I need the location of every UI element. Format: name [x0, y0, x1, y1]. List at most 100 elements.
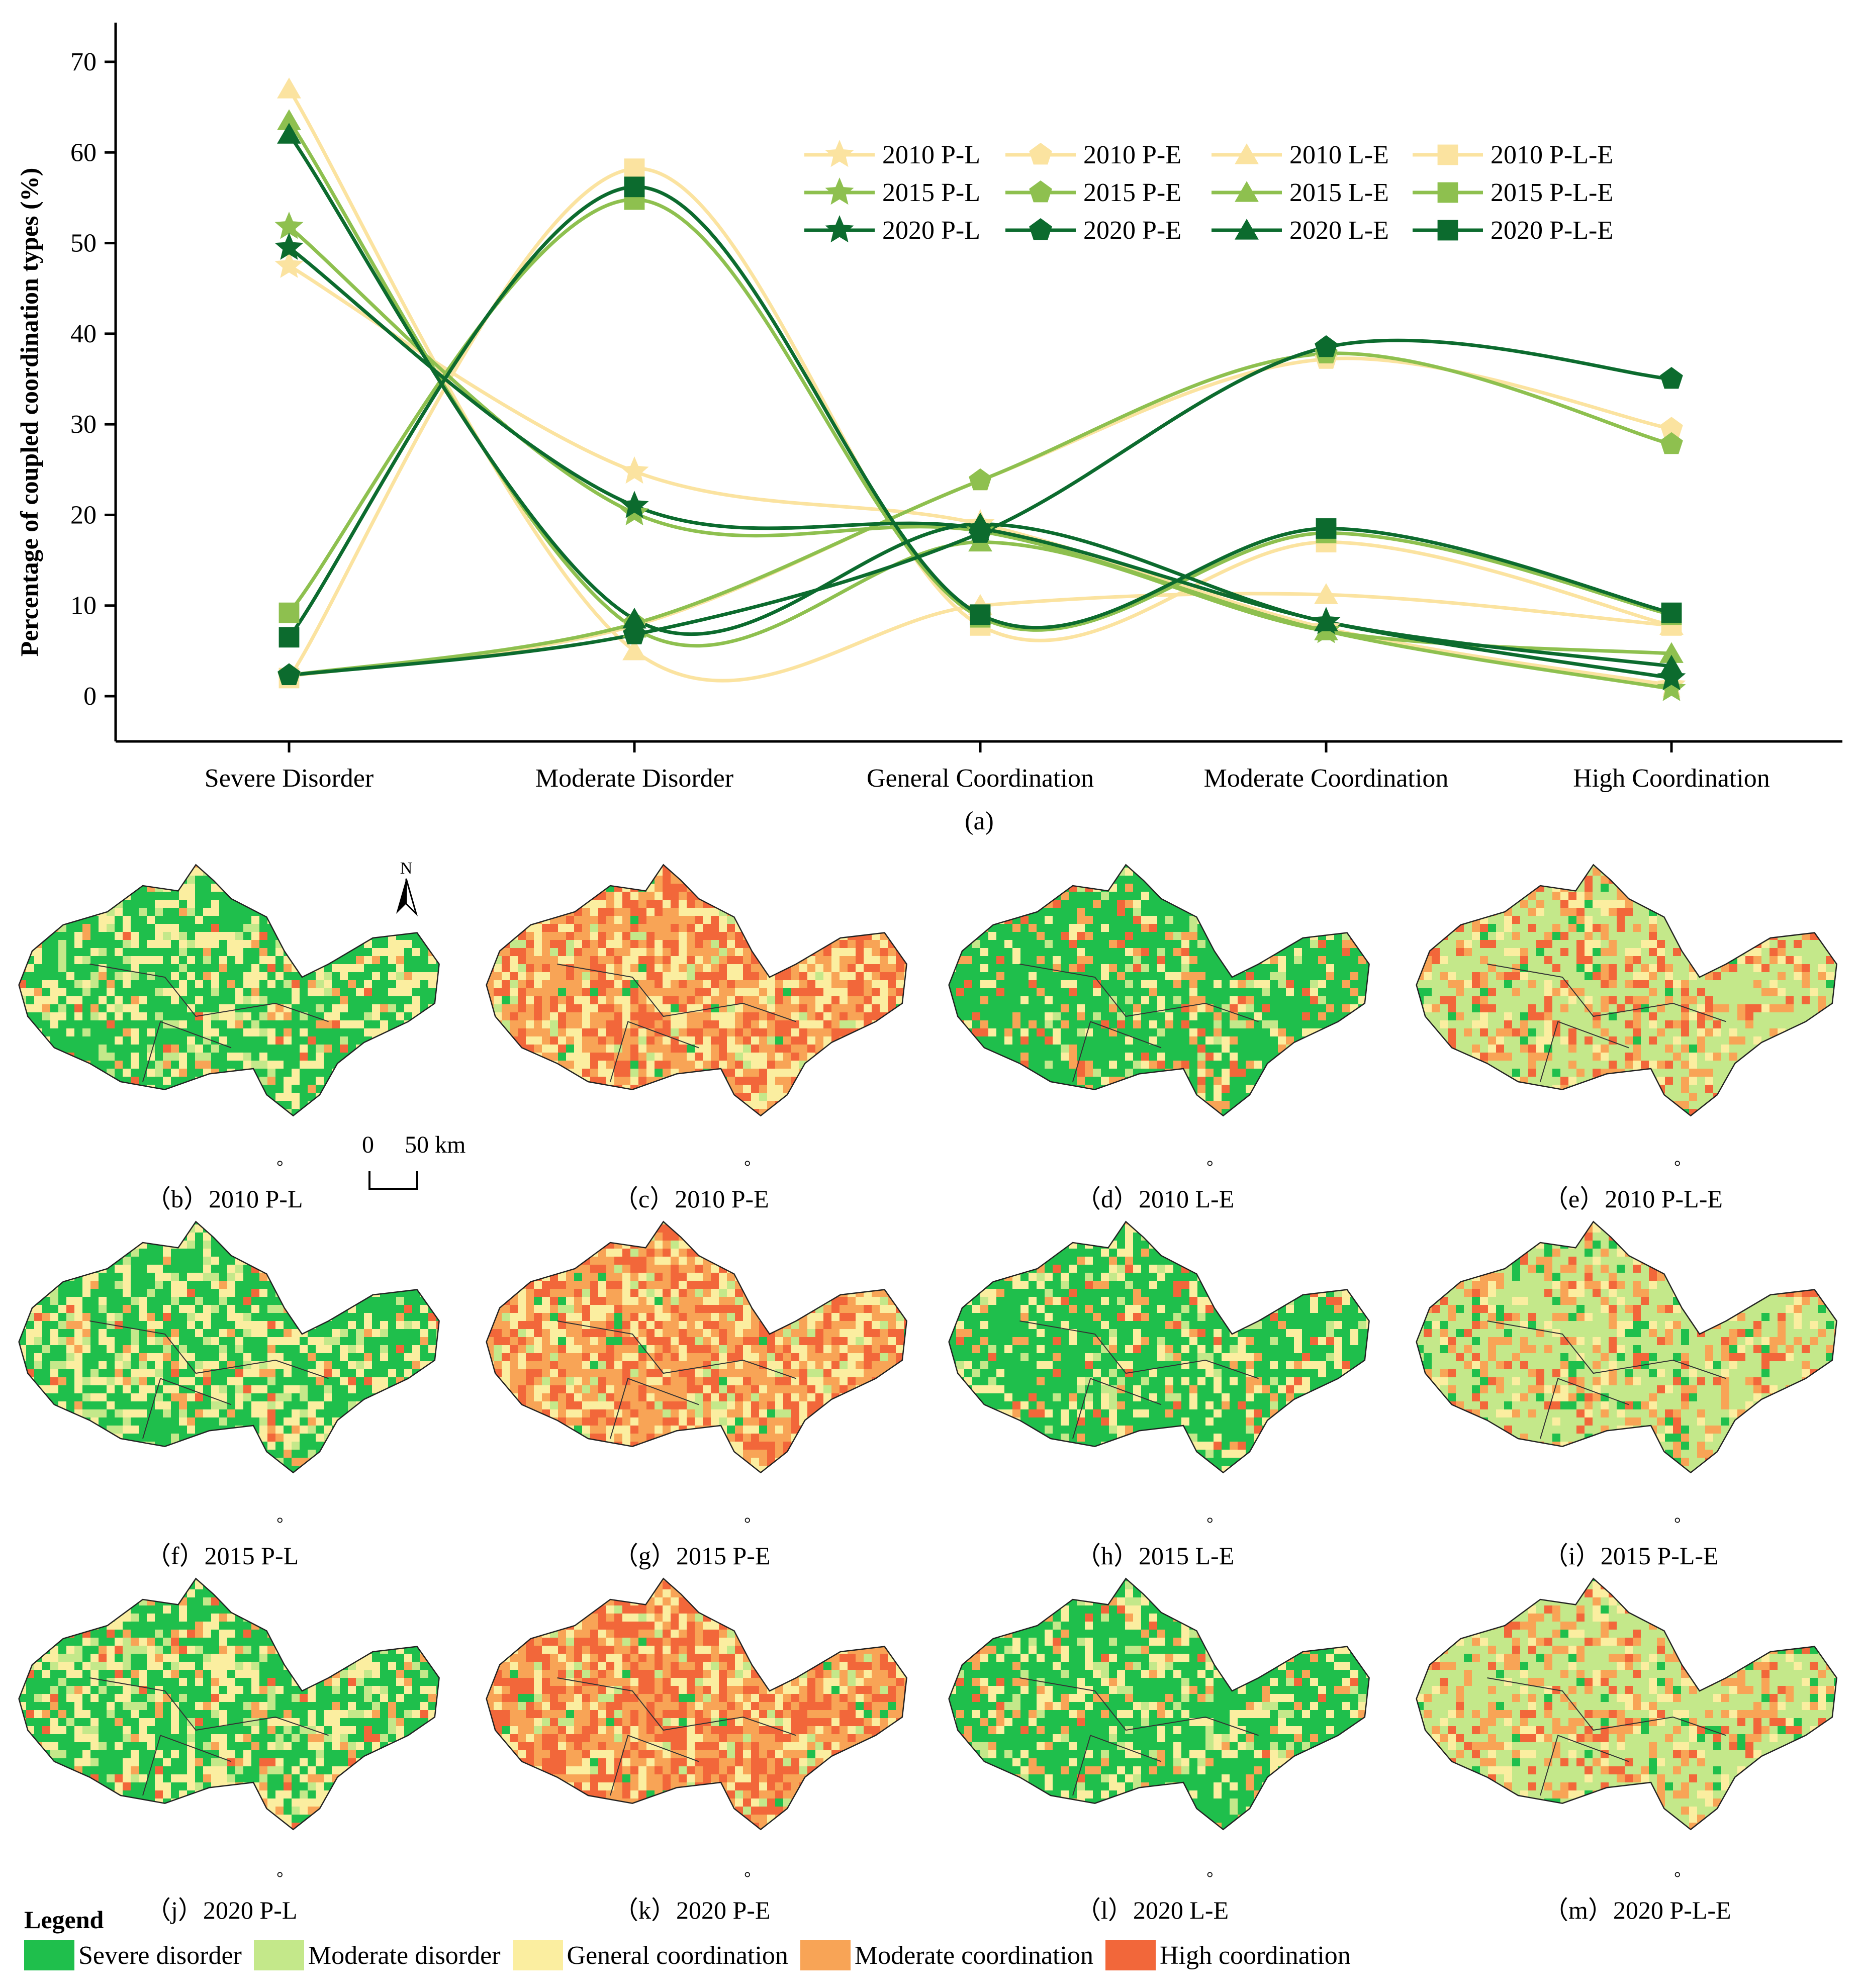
map-caption-dot: °: [1206, 1158, 1214, 1177]
map-outline: [486, 1220, 907, 1474]
y-tick-label: 50: [70, 229, 97, 258]
map-boundary: [557, 1677, 796, 1736]
map-boundary: [142, 1378, 232, 1439]
series-line-2015-l-e: [288, 120, 1672, 655]
y-tick-label: 10: [70, 592, 97, 620]
map-caption-9: （j）2020 P-L: [146, 1890, 297, 1926]
legend-item-severe-disorder: Severe disorder: [24, 1940, 242, 1970]
map-outline: [18, 864, 440, 1117]
legend-marker-2020-p-l: [825, 215, 854, 243]
point-2020-l-e-4: [1659, 654, 1684, 676]
legend-marker-2020-l-e: [1235, 219, 1259, 240]
map-caption-4: （e）2010 P-L-E: [1543, 1179, 1723, 1215]
series-line-2015-p-l: [288, 225, 1672, 691]
y-tick-label: 30: [70, 410, 97, 439]
point-2020-p-l-4: [1657, 662, 1686, 691]
legend-label-2020-l-e: 2020 L-E: [1289, 216, 1389, 245]
point-2020-l-e-1: [622, 608, 646, 629]
y-axis-label: Percentage of coupled coordination types…: [15, 168, 43, 657]
map-boundary: [142, 1735, 232, 1796]
point-2010-l-e-3: [1314, 583, 1338, 604]
map-panel-10: [486, 1577, 907, 1831]
point-2020-p-l-e-0: [278, 627, 300, 648]
map-outline: [1416, 1577, 1837, 1831]
point-2020-p-e-3: [1315, 335, 1338, 357]
map-panel-9: [18, 1577, 440, 1831]
map-caption-dot: °: [276, 1514, 284, 1534]
legend-item-high-coordination: High coordination: [1105, 1940, 1351, 1970]
map-boundary: [1540, 1735, 1629, 1796]
legend-item-label: Moderate disorder: [308, 1941, 501, 1970]
point-2010-l-e-0: [277, 77, 301, 99]
point-2010-p-l-1: [620, 456, 649, 484]
line-chart: 0 10 20 30 40 50 60 70 Severe Disorder Moderate D…: [15, 23, 1842, 835]
map-caption-5: （f）2015 P-L: [146, 1536, 299, 1572]
map-caption-dot: °: [744, 1869, 751, 1888]
series-line-2010-l-e: [288, 88, 1672, 683]
legend-label-2010-p-l: 2010 P-L: [882, 141, 980, 169]
legend-title: Legend: [24, 1905, 104, 1934]
series-line-2015-p-l-e: [288, 198, 1672, 632]
panel-label-a: (a): [965, 807, 994, 835]
map-boundary: [1487, 1320, 1726, 1379]
map-boundary: [557, 964, 796, 1022]
point-2015-p-l-e-0: [278, 602, 300, 623]
legend-label-2015-l-e: 2015 L-E: [1289, 178, 1389, 207]
map-caption-dot: °: [276, 1158, 284, 1177]
map-outline: [1416, 1220, 1837, 1474]
legend-label-2010-p-l-e: 2010 P-L-E: [1491, 141, 1613, 169]
map-outline: [1416, 864, 1837, 1117]
map-panel-4: [1416, 864, 1837, 1117]
legend-marker-2020-p-e: [1029, 218, 1052, 240]
point-2020-l-e-2: [968, 512, 992, 534]
scale-zero: 0: [362, 1131, 374, 1159]
legend-item-label: Moderate coordination: [855, 1941, 1093, 1970]
legend-marker-2010-l-e: [1235, 143, 1259, 164]
map-caption-3: （d）2010 L-E: [1076, 1179, 1234, 1215]
legend-label-2015-p-l: 2015 P-L: [882, 178, 980, 207]
map-outline: [948, 1220, 1370, 1474]
legend-label-2015-p-e: 2015 P-E: [1083, 178, 1181, 207]
map-outline: [486, 1577, 907, 1831]
legend-item-label: High coordination: [1160, 1941, 1351, 1970]
point-2015-p-l-4: [1657, 674, 1686, 701]
chart-legend: 2010 P-L 2010 P-E 2010 L-E 2010 P-L-E 2015 P…: [804, 140, 1613, 245]
map-caption-12: （m）2020 P-L-E: [1543, 1890, 1731, 1926]
legend-label-2020-p-e: 2020 P-E: [1083, 216, 1181, 245]
point-2020-p-l-1: [620, 491, 649, 518]
map-outline: [18, 1577, 440, 1831]
map-boundary: [89, 1677, 329, 1736]
legend-marker-2015-l-e: [1235, 181, 1259, 202]
x-tick-label: Moderate Coordination: [1204, 764, 1449, 793]
map-caption-dot: °: [744, 1514, 751, 1534]
legend-marker-2015-p-l: [825, 177, 854, 205]
legend-swatch: [24, 1940, 74, 1970]
map-caption-11: （l）2020 L-E: [1076, 1890, 1229, 1926]
map-boundary: [1072, 1378, 1162, 1439]
legend-row: Severe disorder Moderate disorder General …: [24, 1940, 1363, 1970]
map-boundary: [1487, 1677, 1726, 1736]
map-panel-12: [1416, 1577, 1837, 1831]
map-boundary: [1540, 1021, 1629, 1082]
point-2020-l-e-0: [277, 123, 301, 144]
x-tick-label: General Coordination: [867, 764, 1094, 793]
map-boundary: [142, 1021, 232, 1082]
map-boundary: [89, 1320, 329, 1379]
y-tick-label: 20: [70, 501, 97, 529]
map-caption-7: （h）2015 L-E: [1076, 1536, 1234, 1572]
map-boundary: [610, 1378, 699, 1439]
legend-item-label: Severe disorder: [78, 1941, 242, 1970]
map-caption-dot: °: [276, 1869, 284, 1888]
map-caption-1: （b）2010 P-L: [146, 1179, 303, 1215]
map-panel-5: [18, 1220, 440, 1474]
map-caption-dot: °: [1674, 1514, 1681, 1534]
map-panel-1: [18, 864, 440, 1117]
map-boundary: [1072, 1021, 1162, 1082]
point-2020-l-e-3: [1314, 610, 1338, 631]
legend-label-2020-p-l-e: 2020 P-L-E: [1491, 216, 1613, 245]
legend-swatch: [1105, 1940, 1156, 1970]
map-boundary: [557, 1320, 796, 1379]
series-markers: [274, 77, 1686, 701]
legend-marker-2020-p-l-e: [1437, 220, 1458, 241]
map-caption-dot: °: [1674, 1158, 1681, 1177]
